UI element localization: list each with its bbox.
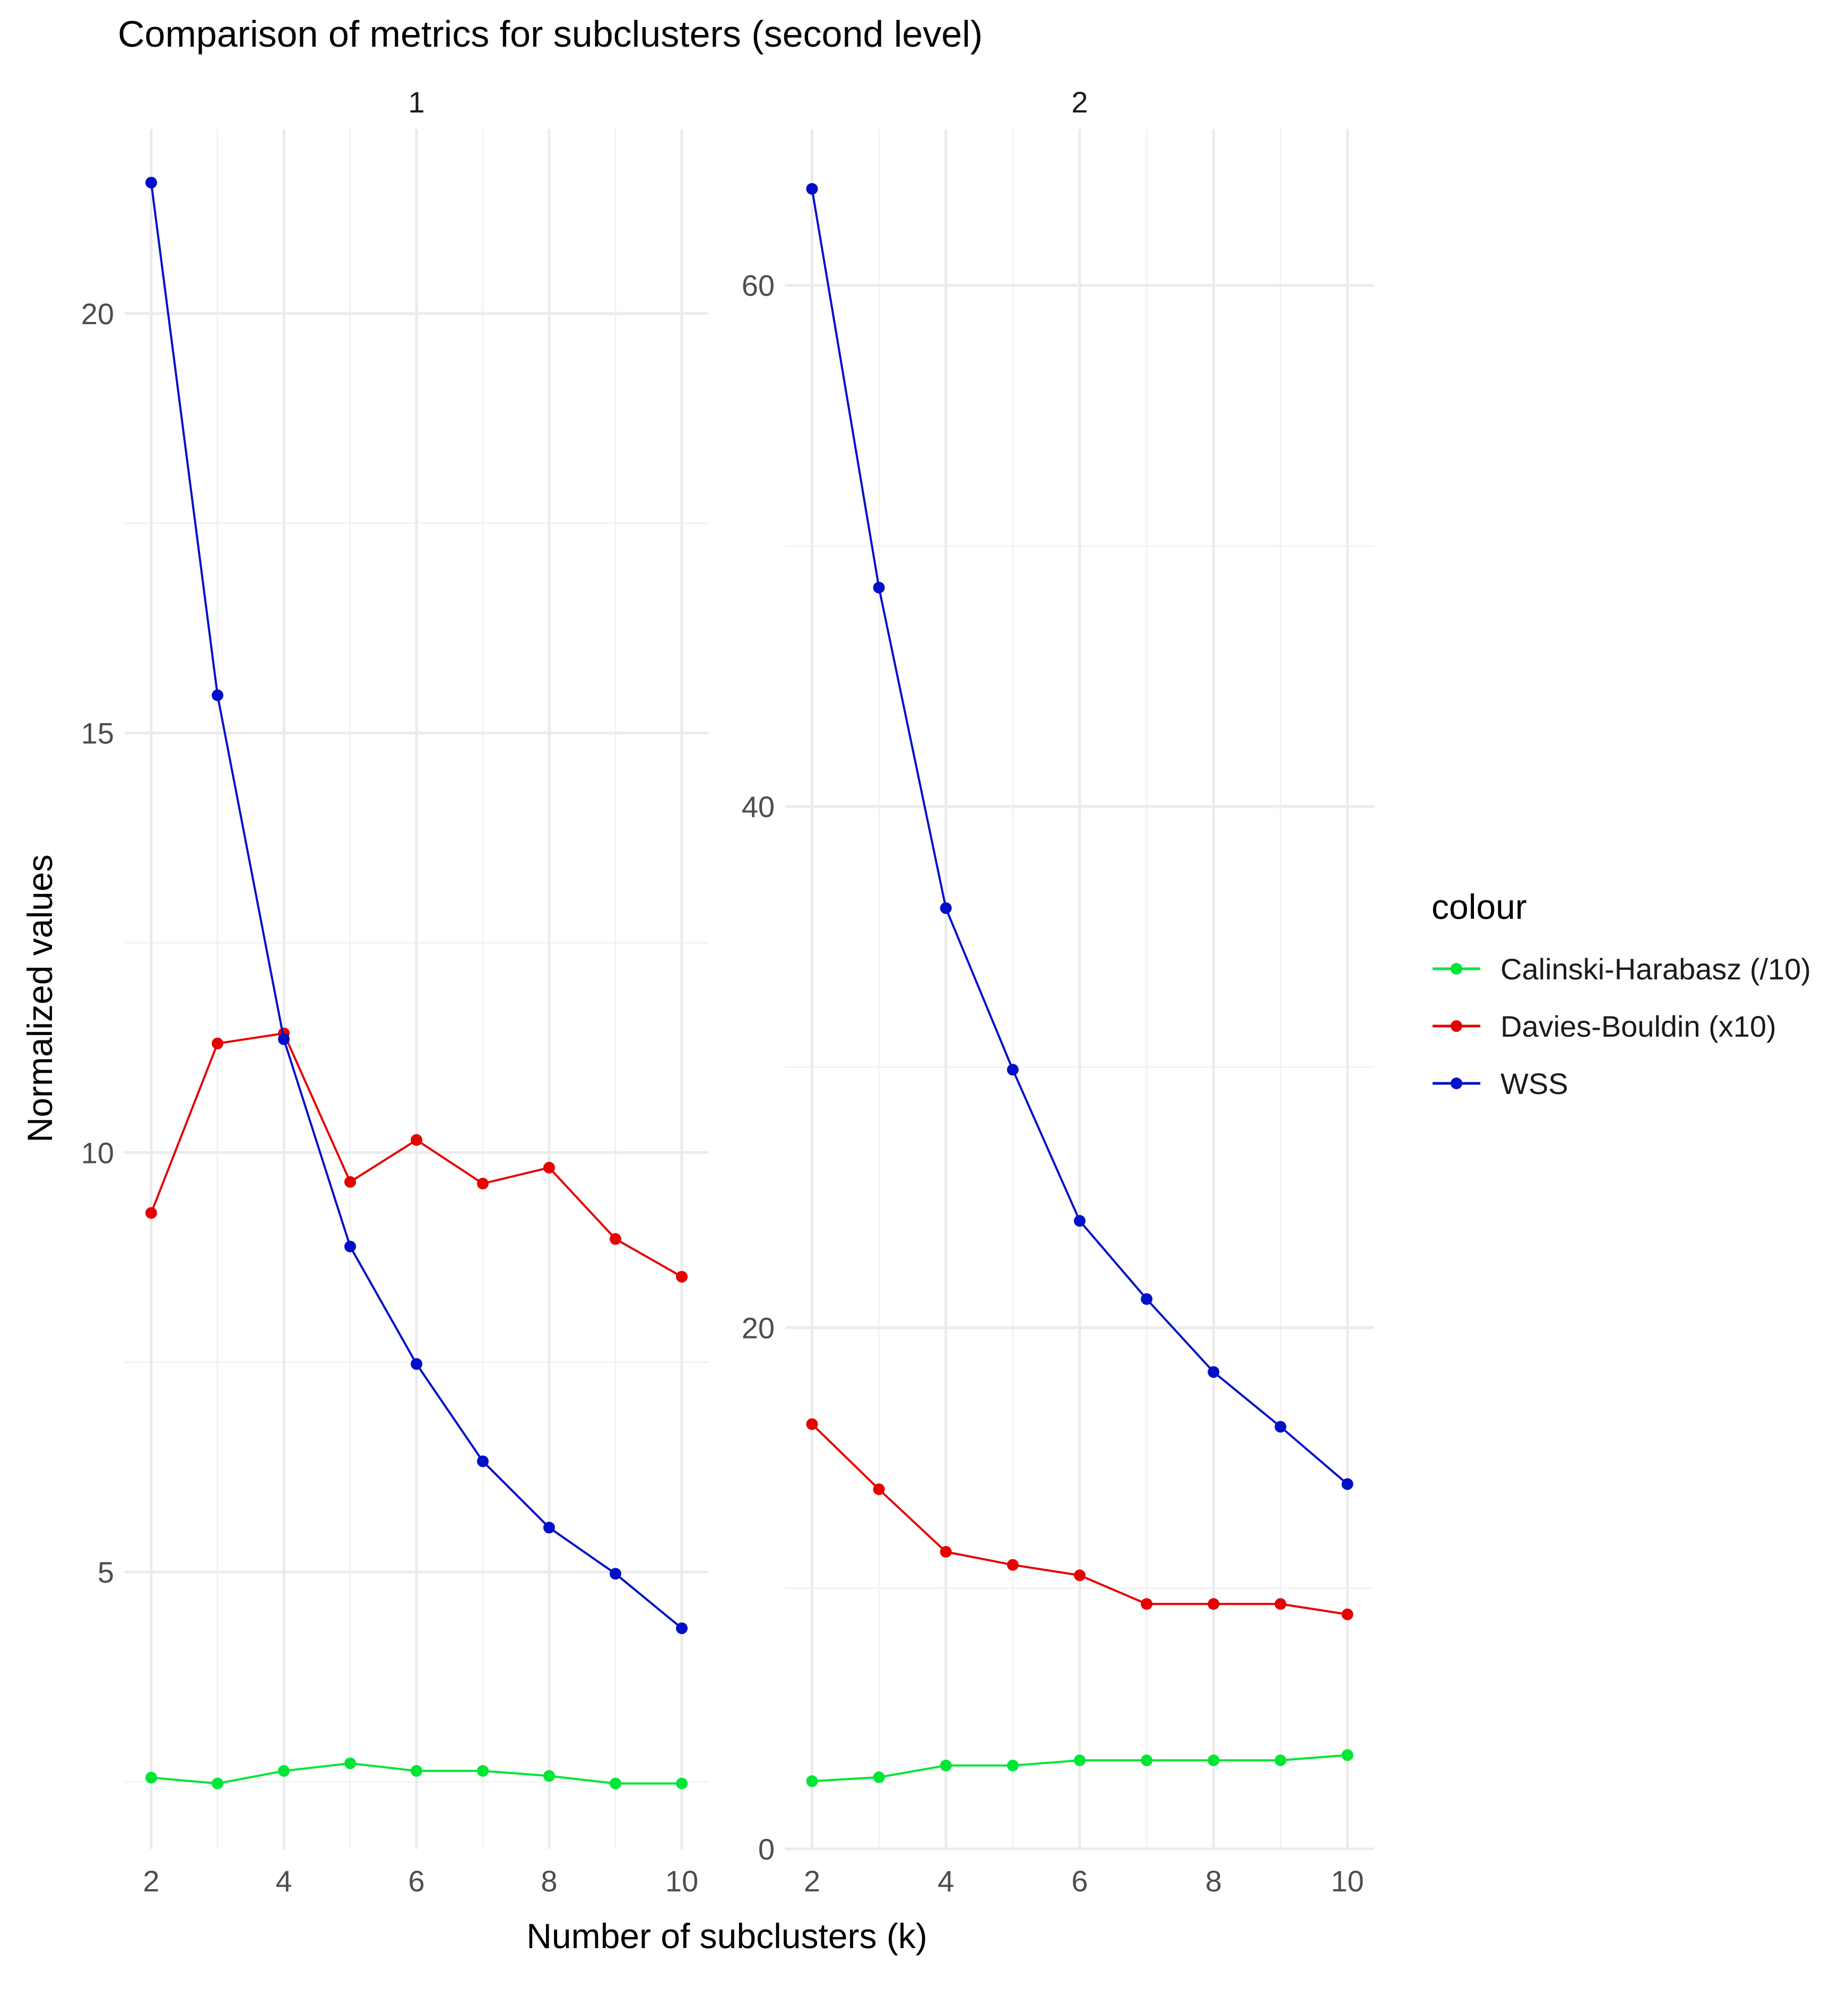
- facet-panel-1: 1 5 10 15 20 2 4 6 8 10: [81, 85, 708, 1898]
- davies-bouldin-point: [610, 1233, 621, 1245]
- legend-label-davies-bouldin: Davies-Bouldin (x10): [1500, 1010, 1776, 1043]
- legend-key-point-wss: [1451, 1078, 1462, 1089]
- facet-2-y-ticks: 0 20 40 60: [742, 269, 775, 1866]
- wss-point: [1208, 1366, 1220, 1378]
- legend-label-calinski-harabasz: Calinski-Harabasz (/10): [1500, 952, 1811, 986]
- x-axis-title: Number of subclusters (k): [526, 1916, 927, 1956]
- davies-bouldin-point: [1274, 1598, 1287, 1610]
- davies-bouldin-point: [873, 1483, 885, 1496]
- facet-1-gridlines: [125, 129, 708, 1849]
- wss-point: [1341, 1478, 1354, 1490]
- calinski-harabasz-point: [212, 1777, 223, 1790]
- facet-1-series: [145, 177, 688, 1790]
- calinski-harabasz-point: [1141, 1754, 1153, 1766]
- x-tick-label: 8: [541, 1864, 557, 1898]
- legend-title: colour: [1431, 887, 1527, 926]
- y-tick-label: 5: [98, 1556, 114, 1589]
- legend: colour Calinski-Harabasz (/10) Davies-Bou…: [1431, 887, 1811, 1100]
- y-tick-label: 15: [81, 717, 114, 750]
- wss-point: [1074, 1215, 1086, 1227]
- davies-bouldin-point: [1208, 1598, 1220, 1610]
- facet-1-strip-label: 1: [408, 85, 424, 119]
- legend-entries: Calinski-Harabasz (/10) Davies-Bouldin (x…: [1433, 952, 1811, 1100]
- y-tick-label: 40: [742, 790, 775, 823]
- davies-bouldin-point: [145, 1207, 157, 1219]
- calinski-harabasz-point: [873, 1771, 885, 1783]
- calinski-harabasz-point: [543, 1770, 555, 1782]
- calinski-harabasz-point: [610, 1777, 621, 1790]
- x-tick-label: 2: [143, 1864, 159, 1898]
- wss-point: [344, 1240, 356, 1253]
- wss-point: [278, 1033, 290, 1045]
- y-tick-label: 20: [742, 1311, 775, 1345]
- facet-panel-2: 2 0 20 40 60 2 4 6 8 10: [742, 85, 1374, 1898]
- x-tick-label: 6: [1071, 1864, 1088, 1898]
- y-tick-label: 60: [742, 269, 775, 302]
- calinski-harabasz-point: [411, 1765, 422, 1777]
- davies-bouldin-point: [1341, 1608, 1354, 1620]
- legend-label-wss: WSS: [1500, 1067, 1568, 1100]
- facet-2-x-ticks: 2 4 6 8 10: [804, 1864, 1364, 1898]
- facet-1-x-ticks: 2 4 6 8 10: [143, 1864, 698, 1898]
- davies-bouldin-point: [543, 1161, 555, 1174]
- wss-point: [940, 902, 952, 914]
- wss-point: [1274, 1421, 1287, 1433]
- x-tick-label: 2: [804, 1864, 820, 1898]
- davies-bouldin-point: [1074, 1569, 1086, 1582]
- calinski-harabasz-point: [1274, 1754, 1287, 1766]
- wss-point: [477, 1455, 489, 1467]
- x-tick-label: 10: [665, 1864, 698, 1898]
- wss-point: [676, 1622, 688, 1635]
- wss-point: [212, 689, 223, 701]
- calinski-harabasz-point: [1074, 1754, 1086, 1766]
- y-tick-label: 10: [81, 1136, 114, 1169]
- calinski-harabasz-point: [344, 1757, 356, 1769]
- wss-point: [806, 183, 818, 195]
- wss-point: [873, 581, 885, 594]
- chart-title: Comparison of metrics for subclusters (s…: [118, 13, 983, 55]
- x-tick-label: 10: [1331, 1864, 1364, 1898]
- y-tick-label: 0: [758, 1832, 775, 1866]
- wss-point: [145, 177, 157, 189]
- y-axis-title: Normalized values: [20, 855, 59, 1143]
- calinski-harabasz-point: [278, 1765, 290, 1777]
- calinski-harabasz-point: [1341, 1749, 1354, 1761]
- calinski-harabasz-point: [806, 1775, 818, 1787]
- calinski-harabasz-point: [1007, 1759, 1019, 1771]
- davies-bouldin-point: [1007, 1559, 1019, 1571]
- wss-point: [610, 1568, 621, 1580]
- x-tick-label: 6: [408, 1864, 424, 1898]
- calinski-harabasz-point: [676, 1777, 688, 1790]
- wss-point: [543, 1522, 555, 1534]
- facet-2-gridlines: [785, 129, 1374, 1851]
- davies-bouldin-point: [477, 1177, 489, 1189]
- davies-bouldin-point: [212, 1037, 223, 1049]
- calinski-harabasz-point: [940, 1759, 952, 1771]
- calinski-harabasz-point: [477, 1765, 489, 1777]
- x-tick-label: 8: [1205, 1864, 1222, 1898]
- wss-point: [1007, 1064, 1019, 1076]
- davies-bouldin-point: [806, 1418, 818, 1430]
- x-tick-label: 4: [938, 1864, 954, 1898]
- calinski-harabasz-point: [1208, 1754, 1220, 1766]
- davies-bouldin-point: [344, 1176, 356, 1188]
- facet-2-series: [806, 183, 1354, 1787]
- y-tick-label: 20: [81, 297, 114, 331]
- wss-point: [1141, 1293, 1153, 1305]
- calinski-harabasz-point: [145, 1771, 157, 1784]
- wss-point: [411, 1358, 422, 1370]
- facet-2-strip-label: 2: [1071, 85, 1088, 119]
- legend-key-point-calinski-harabasz: [1451, 963, 1462, 975]
- davies-bouldin-point: [676, 1271, 688, 1283]
- legend-key-point-davies-bouldin: [1451, 1020, 1462, 1032]
- davies-bouldin-point: [411, 1134, 422, 1146]
- x-tick-label: 4: [275, 1864, 292, 1898]
- davies-bouldin-point: [940, 1546, 952, 1558]
- facet-1-y-ticks: 5 10 15 20: [81, 297, 114, 1589]
- davies-bouldin-point: [1141, 1598, 1153, 1610]
